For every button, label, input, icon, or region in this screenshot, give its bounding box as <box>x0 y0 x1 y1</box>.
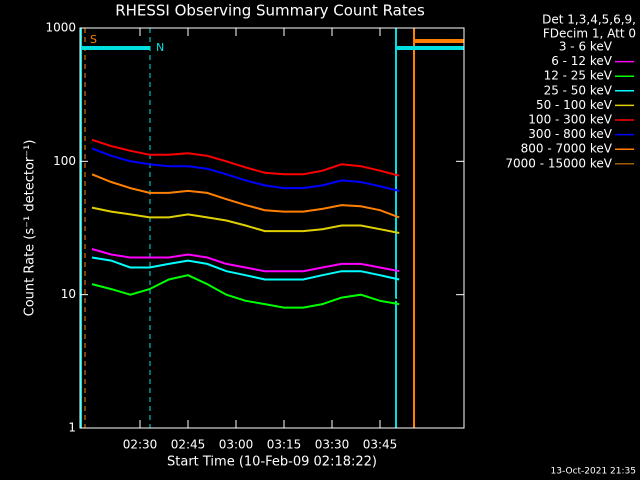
legend-label: 7000 - 15000 keV <box>505 156 612 170</box>
plot-frame <box>79 27 465 429</box>
legend-header: Det 1,3,4,5,6,9, <box>542 13 636 27</box>
x-tick-label: 03:00 <box>219 438 254 452</box>
x-tick-label: 02:30 <box>123 438 158 452</box>
series-line <box>91 256 400 281</box>
series-line <box>91 274 400 309</box>
chart-title: RHESSI Observing Summary Count Rates <box>115 2 425 20</box>
legend-label: 6 - 12 keV <box>551 54 613 68</box>
y-tick-label: 10 <box>61 287 76 301</box>
flags <box>80 28 465 428</box>
legend-label: 3 - 6 keV <box>559 40 613 54</box>
annotation: N <box>156 41 164 54</box>
legend-header: FDecim 1, Att 0 <box>543 27 636 41</box>
x-tick-label: 03:45 <box>363 438 398 452</box>
series-line <box>91 147 400 192</box>
legend-label: 25 - 50 keV <box>544 83 613 97</box>
series-line <box>91 138 400 177</box>
y-tick-label: 100 <box>53 154 76 168</box>
y-axis-label: Count Rate (s⁻¹ detector⁻¹) <box>23 140 38 317</box>
x-tick-label: 03:30 <box>315 438 350 452</box>
timestamp: 13-Oct-2021 21:35 <box>551 467 636 477</box>
y-tick-label: 1000 <box>45 21 76 35</box>
series-line <box>91 266 400 302</box>
series-line <box>91 206 400 234</box>
x-tick-label: 02:45 <box>171 438 206 452</box>
x-axis-label: Start Time (10-Feb-09 02:18:22) <box>167 455 377 470</box>
series-line <box>91 173 400 219</box>
legend-label: 50 - 100 keV <box>536 98 613 112</box>
legend-label: 300 - 800 keV <box>528 127 612 141</box>
legend-label: 12 - 25 keV <box>544 69 613 83</box>
y-tick-label: 1 <box>68 421 76 435</box>
legend-label: 800 - 7000 keV <box>521 142 613 156</box>
annotation: S <box>90 33 97 46</box>
legend-label: 100 - 300 keV <box>528 113 612 127</box>
series-line <box>91 248 400 273</box>
x-tick-label: 03:15 <box>267 438 302 452</box>
